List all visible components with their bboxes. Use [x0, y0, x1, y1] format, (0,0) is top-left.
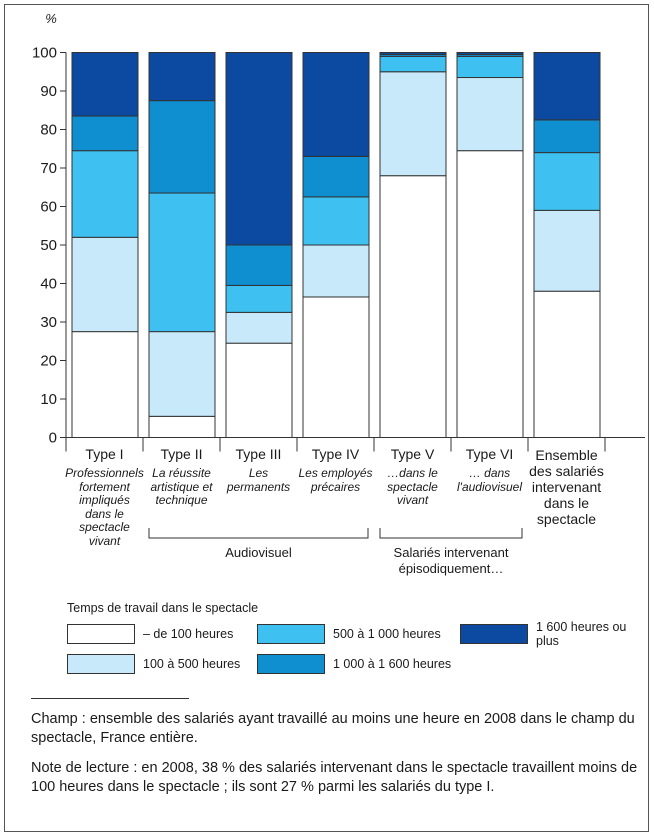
bar-segment-3-3	[225, 284, 293, 313]
bar-segment-3-2	[225, 311, 293, 344]
bar-segment-3-4	[225, 244, 293, 286]
bar-segment-6-1	[456, 150, 524, 439]
category-label: Type V	[390, 446, 435, 462]
group-bracket	[379, 528, 523, 539]
category-sublabel: …dans le spectacle vivant	[387, 466, 438, 507]
bar-segment-2-3	[148, 192, 216, 333]
y-tick-label: 70	[40, 160, 57, 177]
legend-swatch	[460, 624, 528, 644]
legend-label: 1 000 à 1 600 heures	[333, 657, 452, 671]
bar-segment-7-3	[533, 152, 601, 211]
bar-segment-4-2	[302, 244, 370, 298]
bar-segment-6-5	[456, 52, 524, 55]
y-tick-label: 90	[40, 83, 57, 100]
bar-segment-3-1	[225, 342, 293, 438]
bar-segment-6-2	[456, 77, 524, 152]
bar-segment-7-4	[533, 119, 601, 154]
bar-segment-4-5	[302, 52, 370, 157]
category-label: Ensemble des salariés intervenant dans l…	[529, 447, 604, 527]
category-sublabel: Les employés précaires	[298, 466, 373, 494]
bar-segment-1-3	[71, 150, 139, 238]
category-label: Type I	[85, 446, 124, 462]
bar-segment-2-5	[148, 52, 216, 102]
notes-divider	[31, 698, 189, 699]
legend-label: 1 600 heures ou plus	[536, 620, 627, 648]
legend-item: 1 600 heures ou plus	[460, 620, 648, 648]
legend-swatch	[257, 624, 325, 644]
legend-title: Temps de travail dans le spectacle	[67, 601, 259, 615]
bar-segment-1-5	[71, 52, 139, 117]
legend-swatch	[67, 654, 135, 674]
y-tick-label: 50	[40, 237, 57, 254]
figure-frame: % 0 10 20 30 40 50 60 70 80 90 100 Type I Profession…	[4, 4, 649, 832]
legend-label: 500 à 1 000 heures	[333, 627, 441, 641]
bar-segment-5-3	[379, 55, 447, 73]
y-tick-label: 100	[32, 45, 57, 62]
category-label: Type IV	[311, 446, 360, 462]
bar-segment-2-2	[148, 331, 216, 417]
bar-segment-4-4	[302, 155, 370, 198]
y-tick-label: 0	[49, 430, 57, 447]
category-label: Type II	[160, 446, 203, 462]
y-tick-label: 20	[40, 353, 57, 370]
stacked-bar-chart: % 0 10 20 30 40 50 60 70 80 90 100	[32, 11, 645, 539]
y-tick-label: 10	[40, 391, 57, 408]
bars-layer	[71, 52, 601, 439]
legend-item: 100 à 500 heures	[67, 654, 240, 674]
y-tick-label: 60	[40, 199, 57, 216]
group-bracket	[148, 528, 369, 539]
category-label: Type VI	[465, 446, 514, 462]
bar-segment-7-1	[533, 290, 601, 439]
legend-label: – de 100 heures	[143, 627, 234, 641]
bar-segment-7-5	[533, 52, 601, 121]
legend-swatch	[67, 624, 135, 644]
group-label: Audiovisuel	[225, 545, 292, 560]
bar-segment-1-1	[71, 331, 139, 438]
legend-label: 100 à 500 heures	[143, 657, 241, 671]
legend-item: 1 000 à 1 600 heures	[257, 654, 451, 674]
bar-segment-3-5	[225, 52, 293, 246]
bar-segment-7-2	[533, 209, 601, 292]
category-sublabel: La réussite artistique et technique	[150, 466, 213, 507]
group-label: Salariés intervenant épisodiquement…	[393, 545, 509, 576]
category-sublabel: … dans l'audiovisuel	[457, 466, 522, 494]
bar-segment-5-5	[379, 52, 447, 55]
y-tick-label: 80	[40, 122, 57, 139]
bar-segment-5-1	[379, 175, 447, 438]
bar-segment-4-1	[302, 296, 370, 438]
y-tick-label: 40	[40, 276, 57, 293]
y-axis-unit: %	[45, 11, 57, 26]
legend-swatch	[257, 654, 325, 674]
note-champ: Champ : ensemble des salariés ayant trav…	[31, 711, 635, 746]
category-label: Type III	[235, 446, 282, 462]
bar-segment-1-4	[71, 115, 139, 152]
bar-segment-2-4	[148, 100, 216, 194]
legend-item: – de 100 heures	[67, 624, 233, 644]
category-sublabel: Professionnels fortement impliqués dans …	[65, 466, 144, 548]
bar-segment-4-3	[302, 196, 370, 246]
bar-segment-2-1	[148, 415, 216, 439]
legend-item: 500 à 1 000 heures	[257, 624, 441, 644]
bar-segment-1-2	[71, 236, 139, 333]
y-tick-label: 30	[40, 314, 57, 331]
bar-segment-6-3	[456, 55, 524, 79]
category-sublabel: Les permanents	[226, 466, 291, 494]
bar-segment-5-2	[379, 71, 447, 177]
text-layer: % 0 10 20 30 40 50 60 70 80 90 100	[32, 11, 57, 447]
note-lecture: Note de lecture : en 2008, 38 % des sala…	[31, 760, 638, 795]
